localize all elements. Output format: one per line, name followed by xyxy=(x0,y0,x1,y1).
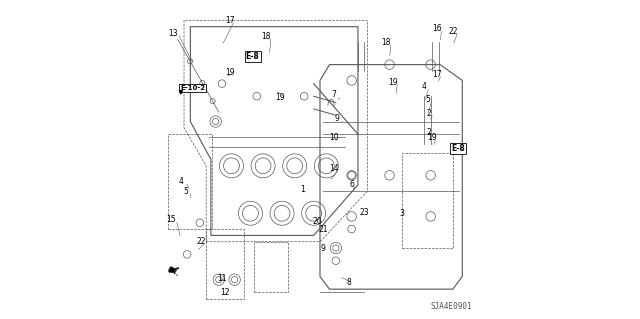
Text: 3: 3 xyxy=(400,209,404,218)
Bar xyxy=(168,134,212,229)
Text: 18: 18 xyxy=(262,32,271,41)
Bar xyxy=(402,153,453,248)
Text: 2: 2 xyxy=(427,109,431,118)
Text: 9: 9 xyxy=(321,243,326,253)
Text: 19: 19 xyxy=(225,68,235,77)
Text: 10: 10 xyxy=(330,133,339,142)
Text: 5: 5 xyxy=(425,95,430,104)
Text: 1: 1 xyxy=(300,185,305,194)
Text: 18: 18 xyxy=(381,38,391,47)
Text: 12: 12 xyxy=(220,288,230,297)
Text: 11: 11 xyxy=(217,274,227,283)
Bar xyxy=(206,229,244,299)
Text: 17: 17 xyxy=(432,70,442,78)
Text: 4: 4 xyxy=(179,177,183,186)
Text: 13: 13 xyxy=(168,28,178,38)
Text: 22: 22 xyxy=(449,27,458,36)
Text: 19: 19 xyxy=(276,93,285,102)
Text: 15: 15 xyxy=(166,215,176,224)
Text: FR.: FR. xyxy=(166,266,180,278)
Text: 21: 21 xyxy=(319,225,328,234)
Text: 2: 2 xyxy=(427,128,431,137)
Text: 17: 17 xyxy=(225,16,235,25)
Text: 8: 8 xyxy=(346,278,351,287)
Text: 19: 19 xyxy=(388,78,397,86)
Text: 7: 7 xyxy=(332,90,337,99)
Text: 23: 23 xyxy=(360,208,369,217)
Text: 4: 4 xyxy=(422,82,427,91)
Text: 6: 6 xyxy=(349,180,354,189)
Text: 22: 22 xyxy=(196,237,206,246)
Text: 5: 5 xyxy=(183,187,188,196)
Text: 19: 19 xyxy=(428,133,437,142)
Text: E-8: E-8 xyxy=(451,144,465,153)
Text: 20: 20 xyxy=(312,217,322,226)
Text: 16: 16 xyxy=(432,24,442,33)
Text: E-8: E-8 xyxy=(246,52,259,61)
Text: E-10-2: E-10-2 xyxy=(180,85,205,91)
Text: 14: 14 xyxy=(330,165,339,174)
Text: SJA4E0901: SJA4E0901 xyxy=(430,302,472,311)
Text: 9: 9 xyxy=(335,114,340,123)
Bar xyxy=(253,242,289,292)
